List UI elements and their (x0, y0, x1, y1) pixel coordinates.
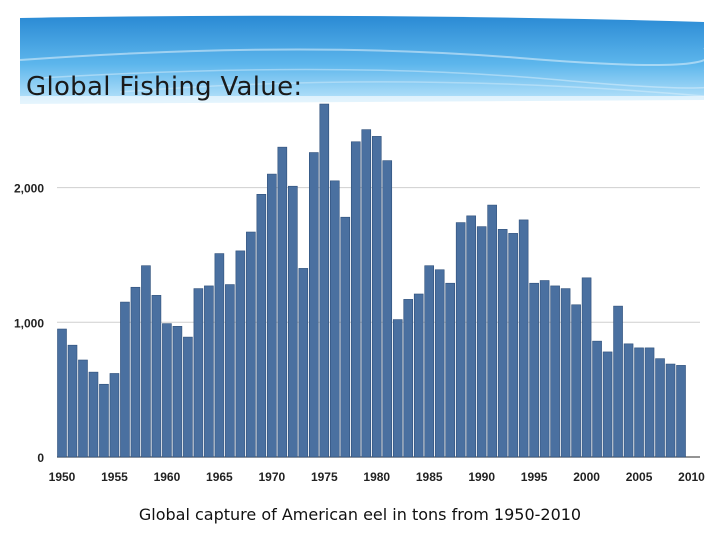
bar (434, 269, 445, 458)
bar (497, 229, 508, 458)
x-tick-label: 1970 (258, 470, 285, 484)
bar (319, 103, 330, 458)
bar (655, 358, 665, 458)
bar (392, 319, 403, 458)
bar (592, 340, 602, 458)
bar (235, 250, 246, 458)
bar (288, 185, 298, 458)
x-tick-label: 1950 (49, 470, 76, 484)
bar (508, 233, 518, 458)
bar (382, 160, 393, 458)
bar (256, 194, 267, 458)
bar (109, 373, 120, 458)
x-tick-label: 1975 (311, 470, 338, 484)
bar (151, 295, 162, 458)
bar (644, 347, 655, 458)
bar (413, 293, 424, 458)
bar (371, 136, 382, 458)
bar (602, 351, 613, 458)
bar (298, 268, 309, 458)
bar (560, 288, 571, 458)
bar (120, 301, 130, 458)
bar (340, 216, 351, 458)
bar (204, 285, 214, 458)
bar (214, 253, 225, 458)
y-tick-label: 0 (37, 451, 44, 465)
bar (99, 383, 109, 458)
bar (350, 141, 361, 458)
x-tick-label: 1985 (416, 470, 443, 484)
x-tick-label: 1960 (154, 470, 181, 484)
bar (487, 204, 497, 458)
bar (581, 277, 592, 458)
bar-chart: 0 1,000 2,000 1950 1955 1960 1965 1970 1975 1980 1… (14, 103, 705, 484)
bar (246, 231, 256, 458)
header-banner (19, 15, 720, 104)
y-tick-label: 1,000 (14, 316, 44, 330)
bar (193, 288, 204, 458)
bar (613, 305, 623, 458)
x-tick-label: 1980 (363, 470, 390, 484)
bar (466, 215, 476, 458)
bar (172, 326, 183, 458)
bar (634, 347, 644, 458)
slide-title: Global Fishing Value: (26, 72, 303, 102)
x-tick-label: 1990 (468, 470, 495, 484)
bar (309, 152, 319, 458)
bar (267, 173, 277, 458)
bar (403, 299, 414, 458)
bar (529, 282, 539, 458)
bar (162, 323, 172, 458)
bar (88, 371, 99, 458)
bar (476, 226, 487, 458)
bar (277, 146, 288, 458)
bar (665, 363, 676, 458)
bar (550, 285, 560, 458)
bar (361, 129, 372, 458)
bar (57, 328, 67, 458)
bar (183, 336, 193, 458)
bar (676, 365, 686, 458)
x-tick-label: 2010 (678, 470, 705, 484)
bar (141, 265, 151, 458)
bar (455, 222, 466, 458)
bar (78, 359, 88, 458)
bar (571, 304, 581, 458)
bar (130, 286, 141, 458)
x-tick-label: 1995 (521, 470, 548, 484)
bar (539, 280, 550, 458)
y-tick-label: 2,000 (14, 182, 44, 196)
x-tick-label: 2000 (573, 470, 600, 484)
bar (329, 180, 340, 458)
chart-caption: Global capture of American eel in tons f… (138, 505, 582, 524)
bar (445, 282, 455, 458)
bar (623, 343, 634, 458)
x-tick-label: 1955 (101, 470, 128, 484)
bar (518, 219, 529, 458)
bar (225, 284, 235, 458)
bar (67, 344, 78, 458)
x-tick-label: 2005 (626, 470, 653, 484)
bar (424, 265, 435, 458)
x-tick-label: 1965 (206, 470, 233, 484)
